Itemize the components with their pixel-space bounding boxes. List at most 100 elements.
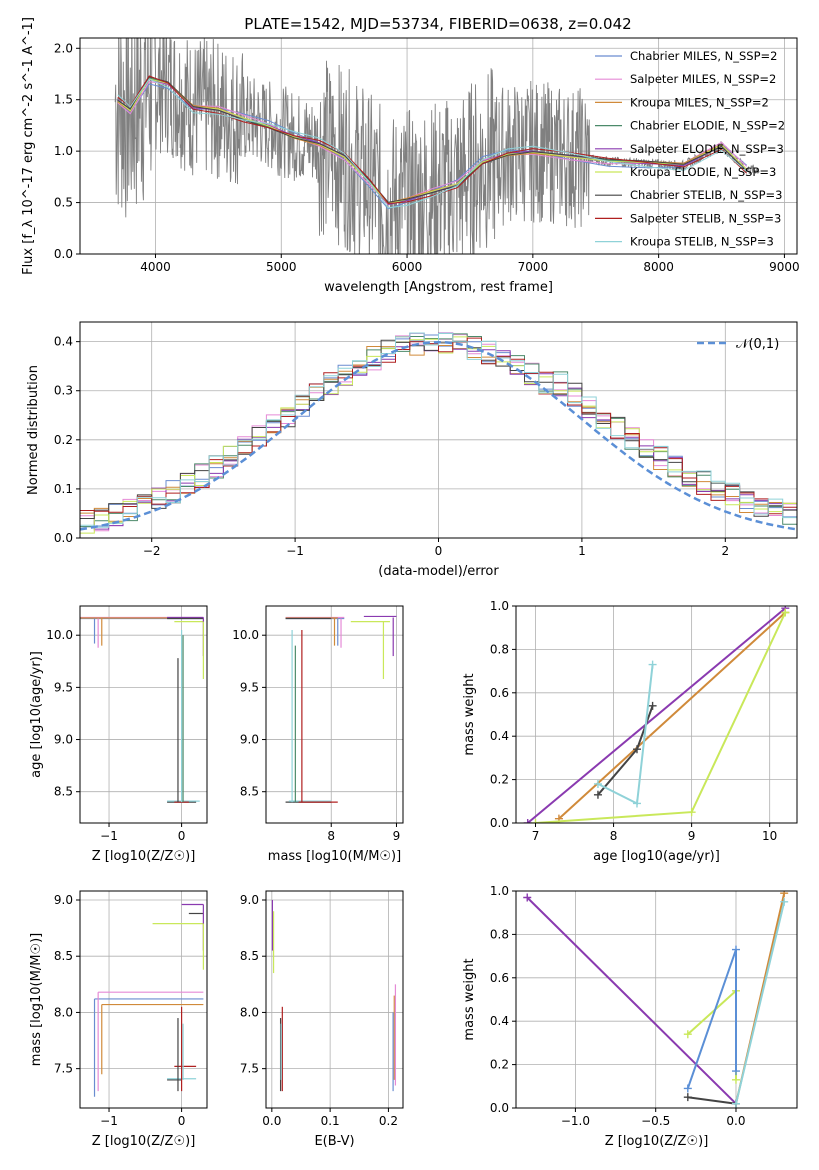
panel-spectrum: 4000 5000 6000 7000 8000 9000 0.0 0.5 1.0 1.5 2.0 w… (21, 17, 800, 295)
y-tick-label: 1.0 (490, 599, 509, 613)
y-tick-label: 8.5 (240, 785, 259, 799)
weight-line (535, 612, 787, 823)
weight-line (597, 705, 654, 796)
x-axis-label: Z [log10(Z/Z☉)] (605, 1134, 709, 1149)
x-tick-label: 0.2 (379, 1114, 398, 1128)
panel-weight-age: 7 8 9 10 0.0 0.2 0.4 0.6 0.8 1.0 age [log10(age/yr… (462, 599, 798, 864)
weight-line (735, 901, 786, 1104)
weight-line (558, 611, 786, 820)
y-tick-label: 0.2 (490, 1058, 509, 1072)
model-spectrum-line (117, 78, 748, 209)
histogram-step (80, 332, 797, 528)
axes-frame (515, 890, 798, 1109)
legend-label: Salpeter ELODIE, N_SSP=3 (630, 142, 784, 156)
weight-point (781, 608, 790, 617)
y-tick-label: 10.0 (232, 628, 259, 642)
weight-point (632, 799, 641, 808)
x-axis-label: mass [log10(M/M☉)] (268, 849, 401, 864)
x-tick-label: −1 (100, 1114, 118, 1128)
y-tick-label: 0.4 (490, 1014, 509, 1028)
y-tick-label: 0.4 (54, 335, 73, 349)
x-axis-label: wavelength [Angstrom, rest frame] (324, 280, 553, 295)
y-tick-label: 0.2 (490, 773, 509, 787)
y-axis-label: age [log10(age/yr)] (29, 651, 44, 778)
weight-point (648, 660, 657, 669)
y-tick-label: 0.3 (54, 384, 73, 398)
x-tick-label: 0.1 (321, 1114, 340, 1128)
y-tick-label: 9.5 (54, 680, 73, 694)
weight-point (632, 745, 641, 754)
x-tick-label: 7000 (518, 260, 549, 274)
x-tick-label: 5000 (266, 260, 297, 274)
weight-point (683, 1084, 692, 1093)
model-spectrum-line (117, 75, 748, 205)
axes-frame (79, 890, 208, 1109)
x-axis-label: age [log10(age/yr)] (593, 849, 720, 864)
y-tick-label: 7.5 (54, 1062, 73, 1076)
y-tick-label: 0.0 (54, 247, 73, 261)
y-tick-label: 0.5 (54, 196, 73, 210)
x-tick-label: 9000 (769, 260, 800, 274)
weight-point (523, 893, 532, 902)
panel-age-mass: 8 9 8.5 9.0 9.5 10.0 mass [log10(M/M☉)] (232, 605, 404, 864)
weight-point (687, 808, 696, 817)
axes-frame (79, 37, 798, 255)
x-tick-label: 0.0 (726, 1114, 745, 1128)
x-tick-label: −1.0 (561, 1114, 590, 1128)
y-tick-label: 2.0 (54, 41, 73, 55)
y-tick-label: 9.0 (54, 893, 73, 907)
weight-line (687, 1096, 737, 1105)
x-tick-label: 0 (178, 829, 186, 843)
weight-point (683, 1093, 692, 1102)
weight-point (683, 1030, 692, 1039)
weight-point (648, 701, 657, 710)
x-axis-label: E(B-V) (314, 1134, 354, 1149)
y-tick-label: 10.0 (46, 628, 73, 642)
legend-label: Chabrier STELIB, N_SSP=3 (630, 188, 782, 202)
y-tick-label: 0.4 (490, 729, 509, 743)
weight-point (780, 891, 789, 898)
y-tick-label: 0.6 (490, 971, 509, 985)
x-tick-label: 6000 (392, 260, 423, 274)
axes-frame (515, 605, 798, 824)
y-tick-label: 0.8 (490, 642, 509, 656)
y-axis-label: mass weight (462, 958, 477, 1040)
plot-area (271, 899, 397, 1092)
x-tick-label: −0.5 (641, 1114, 670, 1128)
weight-line (686, 949, 737, 1089)
x-axis-label: Z [log10(Z/Z☉)] (92, 1134, 196, 1149)
y-tick-label: 9.0 (240, 893, 259, 907)
weight-point (731, 1099, 740, 1108)
x-tick-label: 9 (688, 829, 696, 843)
x-tick-label: 1 (578, 544, 586, 558)
y-tick-label: 0.2 (54, 433, 73, 447)
weight-point (523, 819, 532, 823)
panel-weight-Z: −1.0 −0.5 0.0 0.0 0.2 0.4 0.6 0.8 1.0 Z [log10(Z/… (462, 884, 798, 1149)
y-tick-label: 9.5 (240, 680, 259, 694)
x-tick-label: 8000 (643, 260, 674, 274)
panel-mass-EBV: 0.0 0.1 0.2 7.5 8.0 8.5 9.0 E(B-V) (240, 890, 404, 1149)
panel-mass-Z: −1 0 7.5 8.0 8.5 9.0 Z [log10(Z/Z☉)] mass [log1… (29, 890, 208, 1149)
weight-point (593, 790, 602, 799)
y-tick-label: 9.0 (54, 733, 73, 747)
weight-point (531, 819, 540, 823)
x-tick-label: −1 (100, 829, 118, 843)
x-tick-label: 4000 (140, 260, 171, 274)
weight-point (780, 897, 789, 906)
weight-line (526, 896, 737, 1105)
y-tick-label: 9.0 (240, 733, 259, 747)
plot-area (114, 38, 760, 254)
plot-area (523, 606, 790, 823)
y-tick-label: 1.5 (54, 93, 73, 107)
x-axis-label: Z [log10(Z/Z☉)] (92, 849, 196, 864)
y-tick-label: 0.0 (490, 816, 509, 830)
y-tick-label: 8.5 (54, 949, 73, 963)
panel-age-Z: −1 0 8.5 9.0 9.5 10.0 Z [log10(Z/Z☉)] age [log1… (29, 605, 208, 864)
weight-line (527, 607, 786, 823)
legend-label: Chabrier MILES, N_SSP=2 (630, 49, 777, 63)
x-tick-label: 0.0 (262, 1114, 281, 1128)
x-tick-label: 7 (532, 829, 540, 843)
y-tick-label: 7.5 (240, 1062, 259, 1076)
y-tick-label: 8.5 (54, 785, 73, 799)
legend-label: Chabrier ELODIE, N_SSP=2 (630, 119, 785, 133)
